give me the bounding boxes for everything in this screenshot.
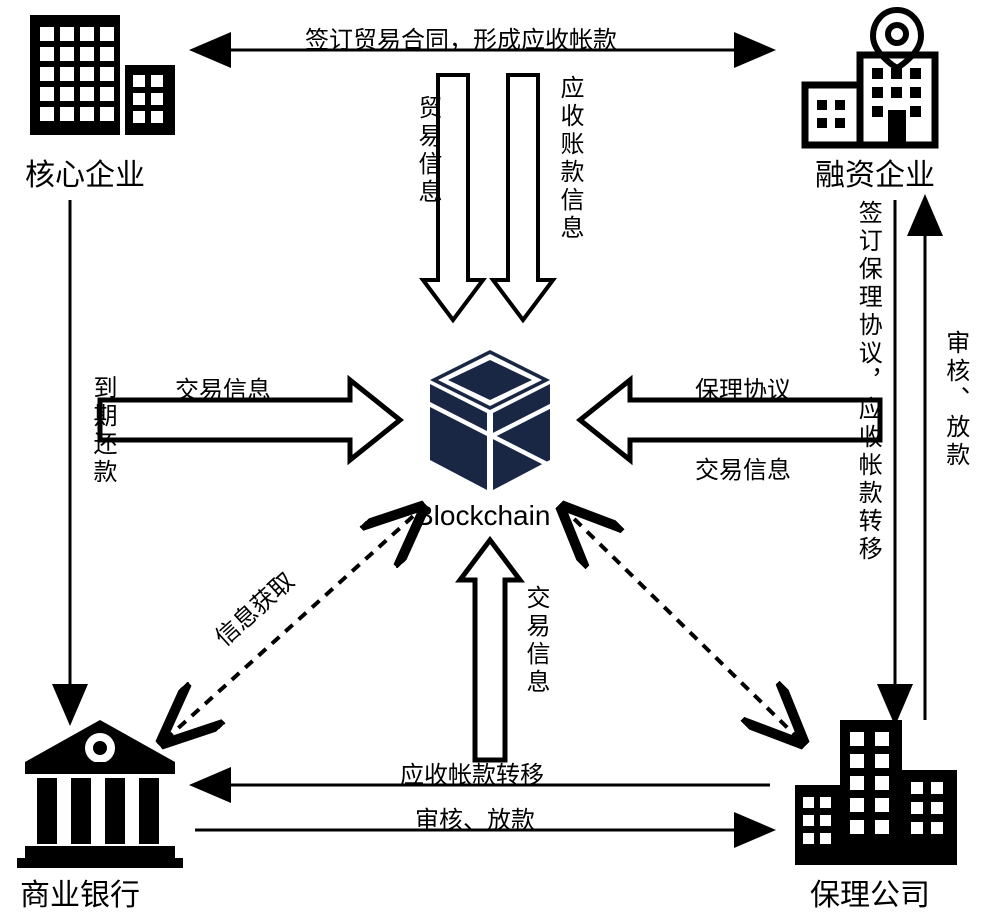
lbl-left-block: 交易信息 [175,370,271,405]
lbl-right-block-bot: 交易信息 [695,450,791,485]
lbl-left-repay: 到期还款 [85,375,120,487]
lbl-trade-info: 贸易信息 [410,95,445,207]
block-arrow-receivable-info [493,75,553,320]
label-blockchain: Blockchain [415,500,550,532]
lbl-top: 签订贸易合同，形成应收帐款 [305,20,617,55]
commercial-bank-icon [17,720,183,868]
lbl-bottom-block: 交易信息 [518,585,553,697]
lbl-right-up: 审核、放款 [940,330,969,470]
edge-dash-left [165,510,420,740]
label-core: 核心企业 [25,150,145,194]
lbl-right-block-top: 保理协议 [695,370,791,405]
label-financing: 融资企业 [815,150,935,194]
lbl-bottom2: 审核、放款 [415,800,535,835]
label-bank: 商业银行 [20,870,140,914]
financing-entity-icon [805,10,935,145]
core-enterprise-icon [30,15,175,135]
blockchain-icon [430,350,550,490]
edge-dash-right [565,510,800,740]
lbl-right-down: 签订保理协议，应收帐款转移 [855,200,880,564]
lbl-bottom1: 应收帐款转移 [400,755,544,790]
factoring-company-icon [795,720,957,865]
label-factoring: 保理公司 [810,870,930,914]
block-arrow-bottom [460,540,520,760]
lbl-recv-info: 应收账款信息 [552,75,587,243]
